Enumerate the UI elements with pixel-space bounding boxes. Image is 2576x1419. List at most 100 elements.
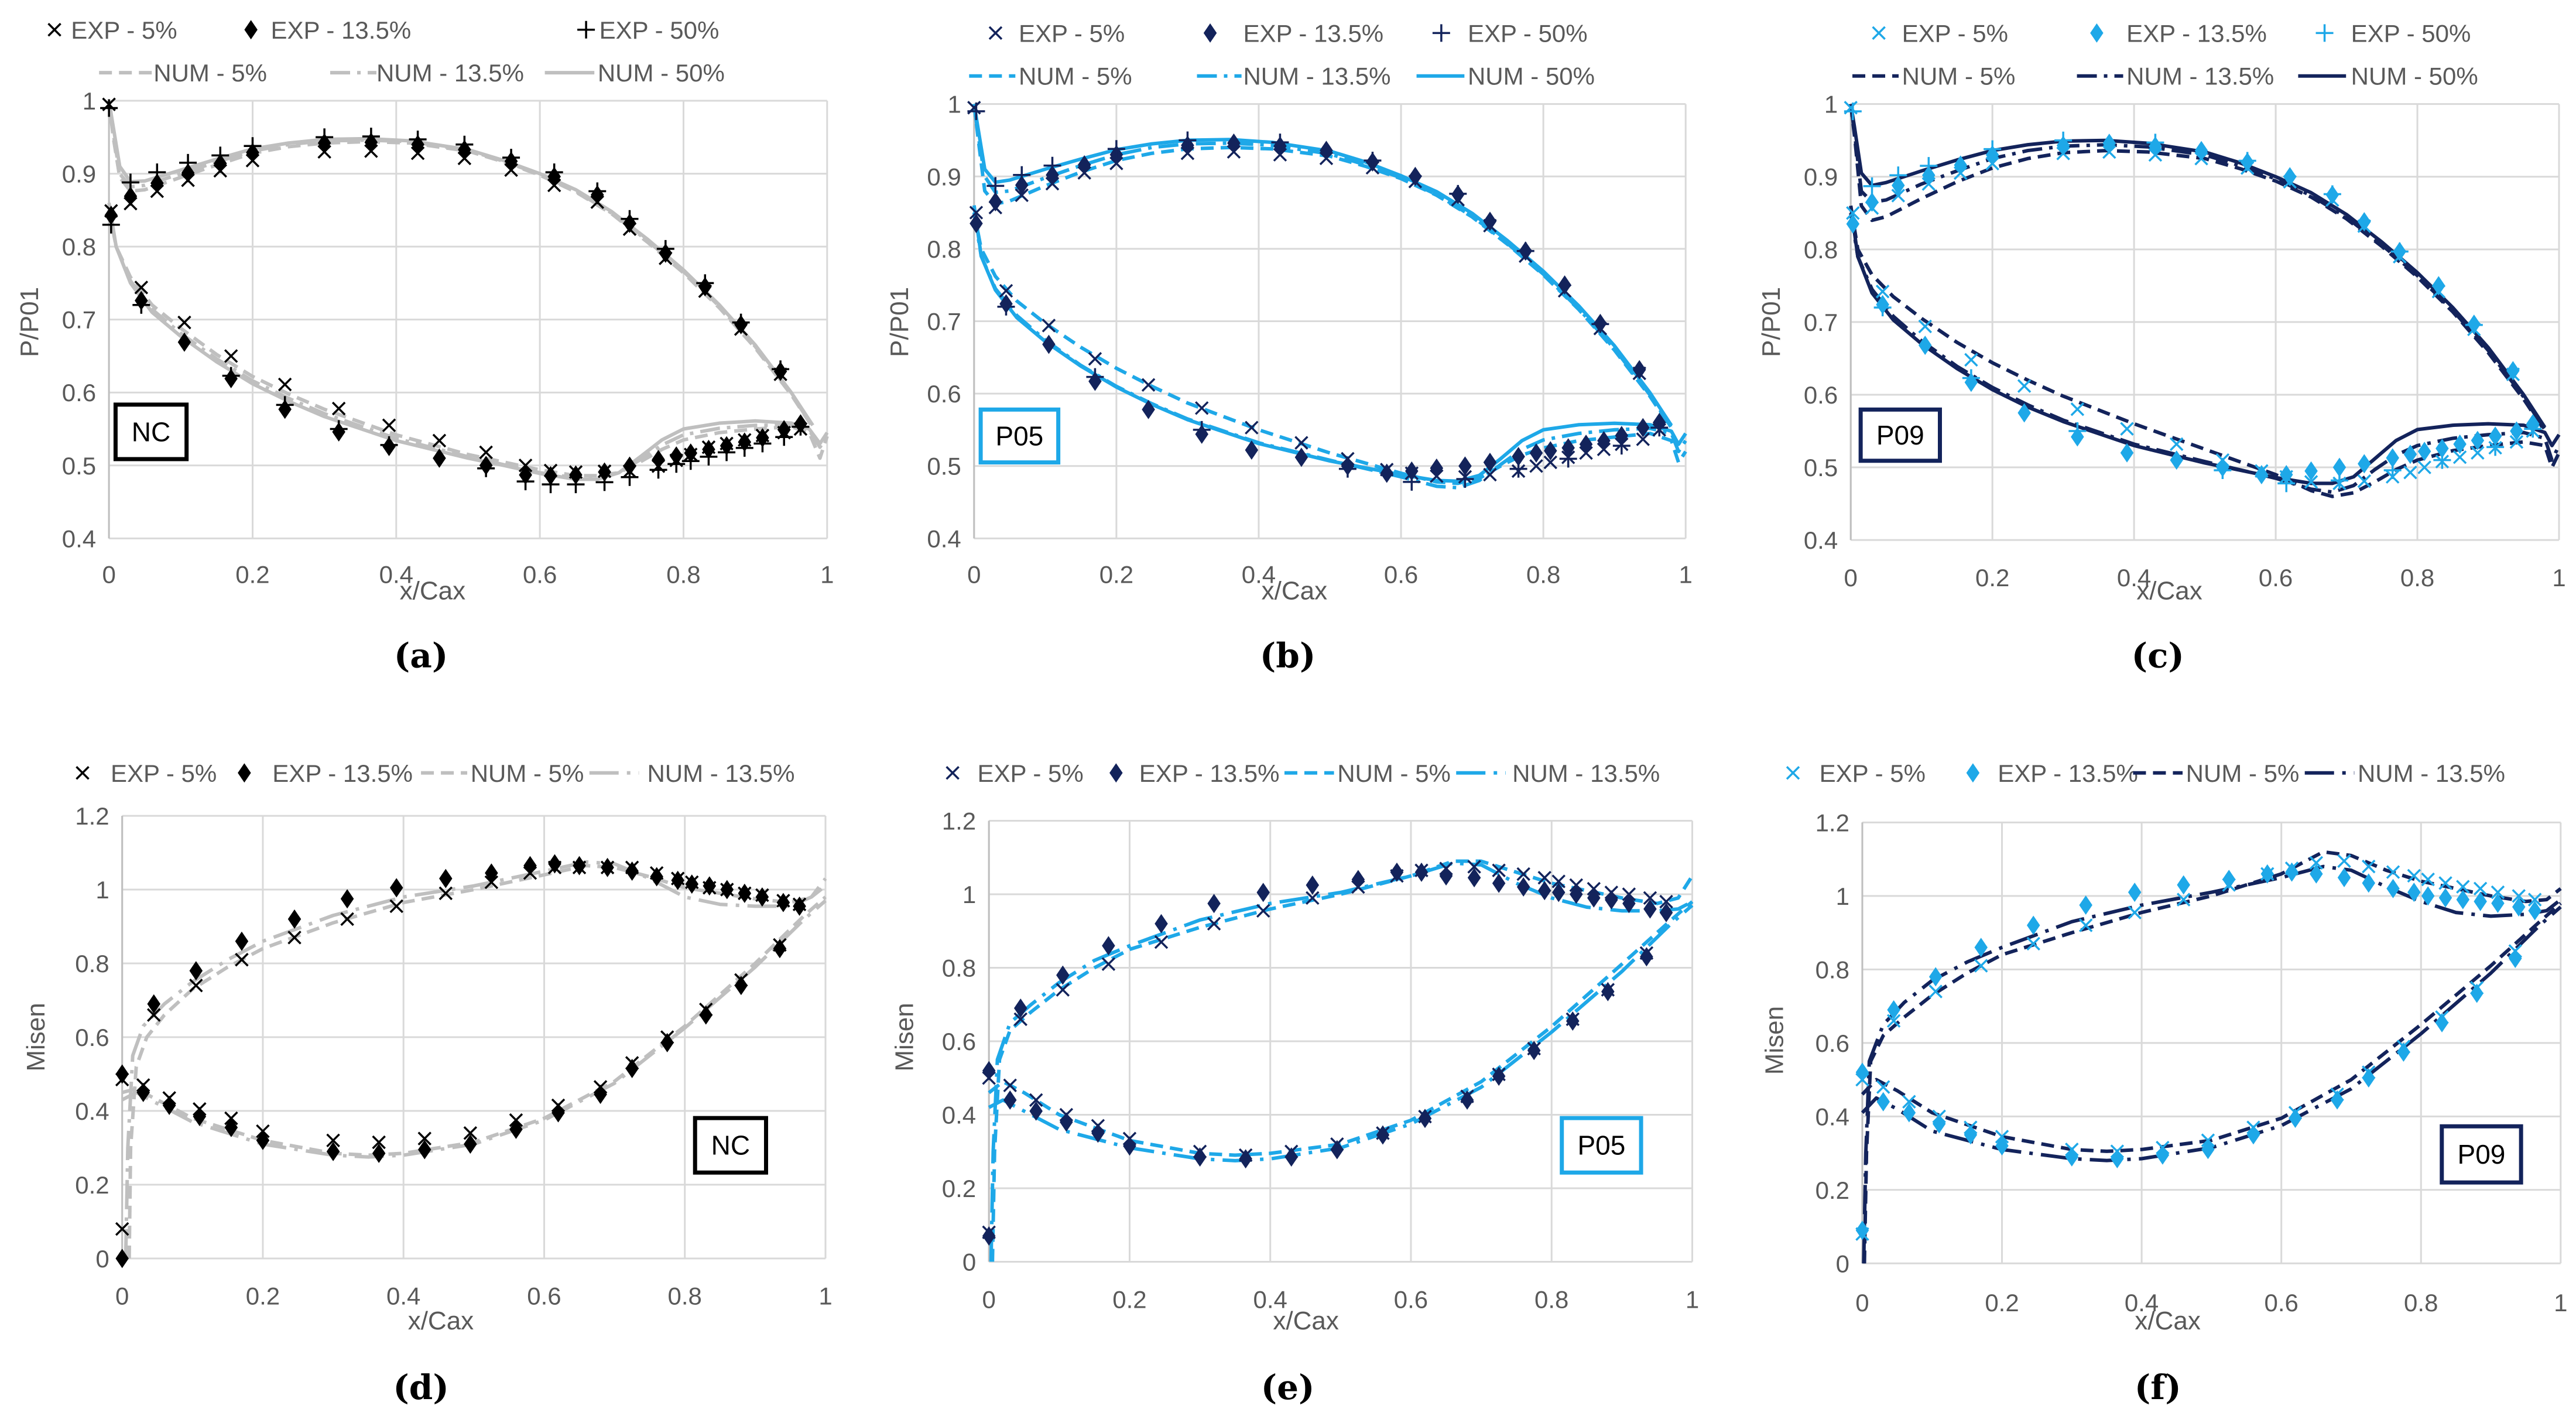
y-axis-label: Misen	[1760, 1006, 1789, 1075]
data-point-x	[1875, 285, 1890, 299]
x-tick-label: 0.8	[1526, 560, 1560, 588]
legend-label: EXP - 50%	[2351, 19, 2471, 47]
legend: EXP - 5% EXP - 13.5% NUM - 5% NUM - 13.5%	[76, 760, 795, 787]
data-point-x	[1928, 984, 1943, 999]
data-point-diamond	[699, 1005, 713, 1025]
data-point-diamond	[625, 861, 639, 881]
data-point-diamond	[2120, 443, 2134, 463]
case-label-box	[1560, 1116, 1643, 1175]
subfigure-caption: (a)	[394, 636, 448, 676]
data-point-diamond	[1529, 443, 1543, 463]
x-tick-label: 1	[818, 1283, 832, 1310]
data-point-x	[1042, 319, 1056, 333]
series-line-solid-5	[107, 100, 814, 426]
legend-label: EXP - 5%	[71, 16, 177, 44]
data-point-x	[1876, 1080, 1890, 1094]
legend-marker-diamond	[244, 20, 258, 40]
data-point-diamond	[2201, 1140, 2215, 1160]
data-point-x	[417, 1131, 431, 1146]
data-point-x	[1974, 959, 1988, 973]
data-point-plus	[2146, 134, 2164, 152]
series-line-solid-5	[972, 205, 1687, 483]
x-tick-label: 0.4	[379, 560, 413, 588]
legend-label: EXP - 5%	[1820, 760, 1926, 787]
data-point-plus	[735, 439, 753, 457]
legend: EXP - 5% EXP - 13.5% EXP - 50% NUM - 5% NUM …	[47, 16, 725, 87]
data-point-diamond	[2170, 450, 2183, 470]
data-point-plus	[2238, 152, 2256, 170]
data-point-diamond	[1460, 1090, 1474, 1110]
data-point-x	[2169, 437, 2184, 452]
y-tick-label: 0.8	[62, 233, 96, 261]
legend-label: NUM - 5%	[1902, 63, 2016, 90]
data-point-plus	[362, 128, 380, 146]
data-point-x	[1141, 378, 1156, 392]
x-tick-label: 0.8	[666, 560, 700, 588]
data-point-x	[1886, 1014, 1901, 1028]
data-point-diamond	[1995, 1136, 2009, 1156]
y-tick-label: 1.2	[942, 808, 976, 835]
data-point-diamond	[1640, 947, 1653, 967]
x-tick-label: 0	[102, 560, 115, 588]
subfigure-caption: (b)	[1260, 636, 1316, 676]
data-point-diamond	[2330, 1090, 2344, 1110]
series-line-dash-2	[1861, 902, 2562, 1153]
data-point-x	[1194, 401, 1209, 415]
x-tick-label: 0	[982, 1285, 996, 1313]
y-tick-label: 0.2	[942, 1175, 976, 1202]
data-point-plus	[244, 137, 262, 155]
data-point-diamond	[1632, 360, 1646, 379]
data-point-diamond	[1245, 440, 1259, 460]
data-point-plus	[516, 473, 535, 491]
data-point-x	[1015, 188, 1029, 203]
data-point-diamond	[1227, 133, 1241, 153]
data-point-x	[1029, 1093, 1043, 1107]
data-point-diamond	[2417, 442, 2431, 461]
series-line-dash-3	[1849, 104, 2547, 432]
data-point-diamond	[1964, 1125, 1978, 1145]
y-tick-label: 0.4	[62, 525, 96, 552]
data-point-diamond	[1294, 447, 1308, 467]
data-point-diamond	[2386, 448, 2399, 468]
data-point-diamond	[660, 1032, 674, 1052]
data-point-x	[287, 931, 302, 945]
data-point-x	[1918, 319, 1932, 334]
data-point-plus	[1271, 134, 1289, 152]
case-label-box	[693, 1116, 768, 1175]
x-tick-label: 0.2	[1975, 564, 2009, 591]
x-tick-label: 1	[820, 560, 834, 588]
data-point-plus	[753, 435, 772, 453]
data-point-x	[969, 206, 984, 220]
data-point-x	[1543, 455, 1558, 470]
data-point-plus	[1509, 460, 1527, 478]
data-point-x	[2473, 881, 2488, 896]
data-point-plus	[718, 443, 736, 461]
x-tick-label: 0.2	[235, 560, 269, 588]
data-point-plus	[1516, 242, 1534, 260]
data-point-x	[1245, 420, 1259, 435]
data-point-diamond	[193, 1106, 207, 1126]
y-axis-label: P/P01	[885, 287, 914, 357]
data-point-diamond	[1467, 868, 1481, 888]
data-point-x	[2017, 379, 2032, 393]
legend-marker-plus	[2315, 24, 2334, 42]
data-point-diamond	[2474, 891, 2487, 911]
series-line-solid-5	[1849, 205, 2561, 485]
data-point-plus	[276, 396, 294, 414]
data-point-diamond	[1239, 1149, 1252, 1169]
y-tick-label: 0.9	[62, 160, 96, 188]
y-axis-label: P/P01	[1757, 287, 1786, 357]
data-point-x	[2438, 876, 2452, 890]
series-line-dash-3	[972, 212, 1687, 485]
data-point-x	[1529, 459, 1543, 473]
legend-label: EXP - 5%	[1902, 19, 2008, 47]
data-point-diamond	[625, 1058, 639, 1078]
data-point-x	[331, 401, 346, 416]
data-point-diamond	[2358, 454, 2371, 474]
data-point-diamond	[734, 976, 748, 996]
data-point-x	[115, 1222, 129, 1236]
x-tick-label: 0.2	[1099, 560, 1133, 588]
data-point-diamond	[1380, 463, 1393, 483]
data-point-diamond	[2386, 878, 2400, 898]
